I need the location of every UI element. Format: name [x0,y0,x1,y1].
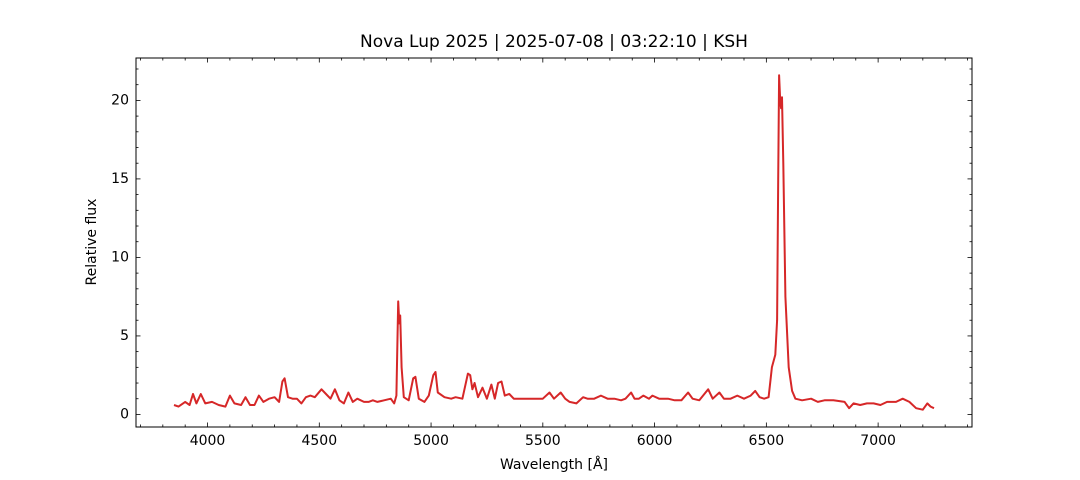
x-tick-label: 4500 [301,433,337,449]
plot-frame [135,57,973,428]
y-tick-label: 10 [111,249,129,265]
y-axis-label: Relative flux [84,199,100,286]
x-axis-label: Wavelength [Å] [500,456,608,473]
x-tick-label: 5500 [525,433,561,449]
x-tick-label: 7000 [860,433,896,449]
y-tick-label: 20 [111,92,129,108]
y-tick-label: 0 [120,406,129,422]
x-tick-label: 6500 [749,433,785,449]
x-tick-label: 5000 [413,433,449,449]
spectrum-line [173,74,935,411]
y-tick-label: 15 [111,171,129,187]
y-tick-label: 5 [120,328,129,344]
x-tick-label: 6000 [637,433,673,449]
x-tick-label: 4000 [190,433,226,449]
chart-title: Nova Lup 2025 | 2025-07-08 | 03:22:10 | … [360,32,748,52]
